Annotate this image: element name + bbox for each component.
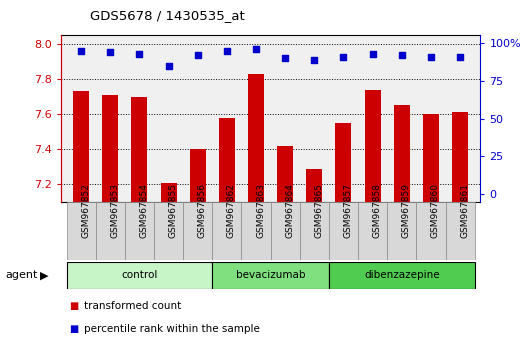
Bar bbox=[212, 202, 241, 260]
Bar bbox=[219, 118, 235, 202]
Bar bbox=[73, 91, 89, 202]
Text: agent: agent bbox=[5, 270, 37, 280]
Text: control: control bbox=[121, 270, 158, 280]
Text: percentile rank within the sample: percentile rank within the sample bbox=[84, 324, 260, 334]
Text: GSM967857: GSM967857 bbox=[344, 183, 353, 238]
Bar bbox=[154, 202, 183, 260]
Text: GSM967863: GSM967863 bbox=[256, 183, 265, 238]
Point bbox=[193, 52, 202, 58]
Point bbox=[106, 49, 115, 55]
Text: transformed count: transformed count bbox=[84, 301, 182, 311]
Point bbox=[252, 46, 260, 52]
Text: GSM967865: GSM967865 bbox=[314, 183, 323, 238]
Bar bbox=[358, 202, 387, 260]
Text: ■: ■ bbox=[69, 301, 78, 311]
Point bbox=[310, 57, 318, 62]
Bar bbox=[96, 202, 125, 260]
Text: GDS5678 / 1430535_at: GDS5678 / 1430535_at bbox=[90, 9, 244, 22]
Text: ■: ■ bbox=[69, 324, 78, 334]
Text: GSM967852: GSM967852 bbox=[81, 183, 90, 238]
Text: GSM967860: GSM967860 bbox=[431, 183, 440, 238]
Point bbox=[164, 63, 173, 68]
Bar bbox=[329, 202, 358, 260]
Bar bbox=[423, 114, 439, 202]
Bar bbox=[102, 95, 118, 202]
Text: GSM967856: GSM967856 bbox=[197, 183, 207, 238]
Bar bbox=[67, 202, 96, 260]
Bar bbox=[417, 202, 446, 260]
Point bbox=[340, 54, 348, 59]
Bar bbox=[387, 202, 417, 260]
Point bbox=[77, 48, 86, 53]
Bar bbox=[365, 90, 381, 202]
Text: GSM967855: GSM967855 bbox=[168, 183, 177, 238]
Bar bbox=[190, 149, 206, 202]
Point bbox=[398, 52, 406, 58]
Bar bbox=[67, 262, 212, 289]
Bar bbox=[335, 123, 352, 202]
Point bbox=[427, 54, 435, 59]
Bar bbox=[241, 202, 271, 260]
Bar bbox=[277, 146, 293, 202]
Bar bbox=[452, 113, 468, 202]
Bar bbox=[248, 74, 264, 202]
Point bbox=[223, 48, 231, 53]
Bar bbox=[271, 202, 300, 260]
Text: ▶: ▶ bbox=[40, 270, 48, 280]
Text: GSM967864: GSM967864 bbox=[285, 183, 294, 238]
Bar bbox=[125, 202, 154, 260]
Text: dibenzazepine: dibenzazepine bbox=[364, 270, 440, 280]
Bar bbox=[183, 202, 212, 260]
Bar bbox=[161, 183, 176, 202]
Text: GSM967858: GSM967858 bbox=[373, 183, 382, 238]
Point bbox=[135, 51, 144, 56]
Bar bbox=[300, 202, 329, 260]
Text: GSM967854: GSM967854 bbox=[139, 183, 148, 238]
Bar bbox=[446, 202, 475, 260]
Bar bbox=[131, 97, 147, 202]
Text: GSM967859: GSM967859 bbox=[402, 183, 411, 238]
Point bbox=[369, 51, 377, 56]
Text: GSM967853: GSM967853 bbox=[110, 183, 119, 238]
Bar bbox=[212, 262, 329, 289]
Point bbox=[456, 54, 464, 59]
Bar bbox=[394, 105, 410, 202]
Text: bevacizumab: bevacizumab bbox=[236, 270, 305, 280]
Text: GSM967862: GSM967862 bbox=[227, 183, 236, 238]
Point bbox=[281, 55, 289, 61]
Text: GSM967861: GSM967861 bbox=[460, 183, 469, 238]
Bar bbox=[329, 262, 475, 289]
Bar bbox=[306, 169, 322, 202]
